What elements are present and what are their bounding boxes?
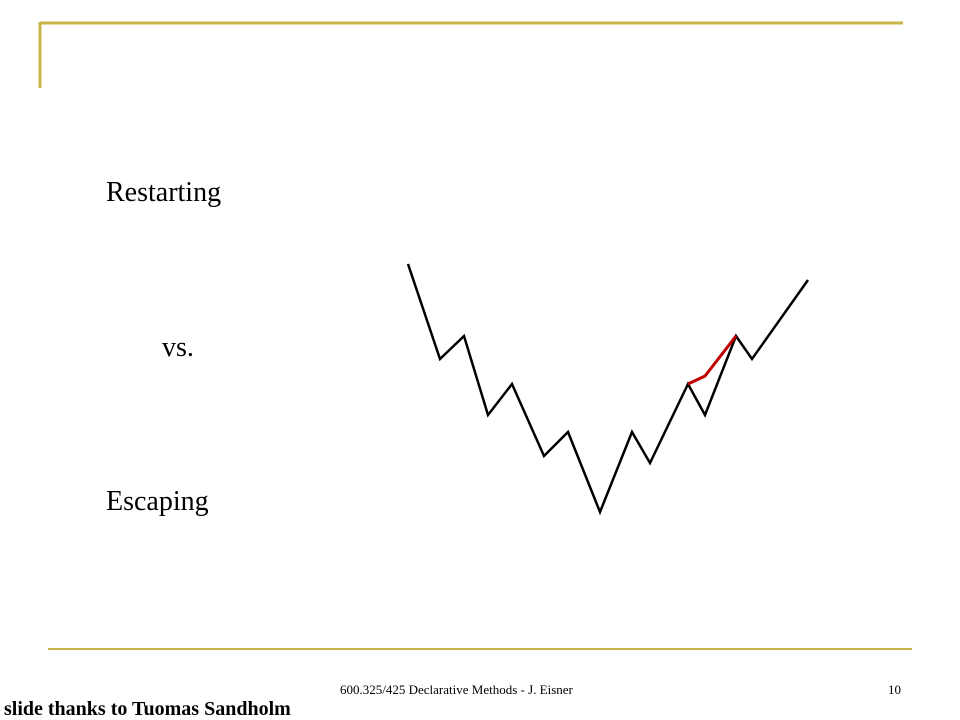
- escape-path: [687, 335, 738, 386]
- label: Escaping: [106, 486, 209, 517]
- label: vs.: [162, 332, 194, 363]
- label: Restarting: [106, 177, 222, 208]
- landscape: [406, 263, 810, 516]
- footer: 600.325/425 Declarative Methods - J. Eis…: [340, 682, 573, 697]
- credit: slide thanks to Tuomas Sandholm: [4, 698, 291, 720]
- page-number: 10: [888, 682, 901, 697]
